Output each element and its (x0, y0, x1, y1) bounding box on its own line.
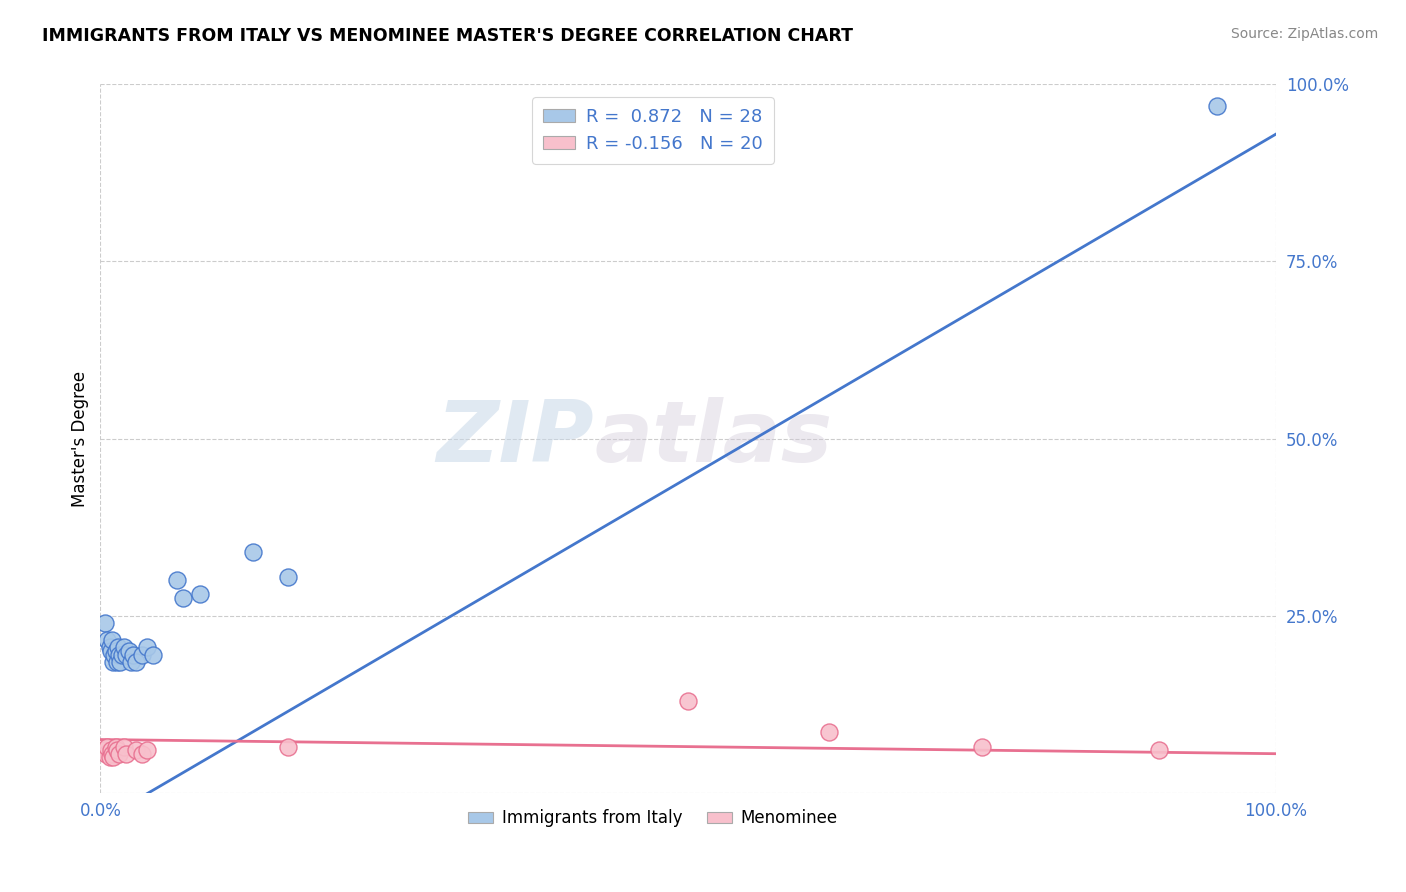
Point (166, 573, 188, 587)
Point (108, 648, 131, 662)
Point (112, 739, 135, 754)
Point (105, 743, 128, 757)
Point (242, 545, 264, 559)
Point (1147, 743, 1170, 757)
Point (115, 648, 138, 662)
Point (136, 743, 159, 757)
Point (122, 648, 145, 662)
Point (172, 591, 194, 605)
Point (972, 739, 994, 754)
Point (131, 648, 153, 662)
Point (277, 739, 299, 754)
Text: Source: ZipAtlas.com: Source: ZipAtlas.com (1230, 27, 1378, 41)
Point (98, 640, 121, 655)
Text: atlas: atlas (595, 397, 832, 480)
Point (1206, 98, 1229, 112)
Point (103, 750, 125, 764)
Point (107, 640, 129, 655)
Point (818, 725, 841, 739)
Point (115, 747, 138, 761)
Point (101, 633, 124, 648)
Point (105, 655, 128, 669)
Point (98, 750, 121, 764)
Point (100, 644, 122, 658)
Point (120, 655, 142, 669)
Point (110, 655, 132, 669)
Point (103, 648, 125, 662)
Text: ZIP: ZIP (436, 397, 595, 480)
Point (131, 747, 153, 761)
Point (142, 648, 165, 662)
Point (112, 640, 135, 655)
Point (93, 743, 115, 757)
Y-axis label: Master's Degree: Master's Degree (72, 370, 89, 507)
Point (101, 747, 124, 761)
Point (676, 693, 699, 707)
Point (277, 569, 299, 583)
Point (188, 587, 211, 601)
Point (108, 747, 131, 761)
Point (96, 739, 118, 754)
Point (103, 655, 125, 669)
Point (100, 743, 122, 757)
Point (96, 747, 118, 761)
Point (124, 743, 146, 757)
Point (104, 739, 127, 754)
Point (124, 655, 146, 669)
Point (110, 648, 132, 662)
Point (117, 644, 139, 658)
Point (94, 615, 117, 630)
Point (96, 633, 118, 648)
Point (104, 644, 127, 658)
Text: IMMIGRANTS FROM ITALY VS MENOMINEE MASTER'S DEGREE CORRELATION CHART: IMMIGRANTS FROM ITALY VS MENOMINEE MASTE… (42, 27, 853, 45)
Point (136, 640, 159, 655)
Legend: Immigrants from Italy, Menominee: Immigrants from Italy, Menominee (461, 803, 844, 834)
